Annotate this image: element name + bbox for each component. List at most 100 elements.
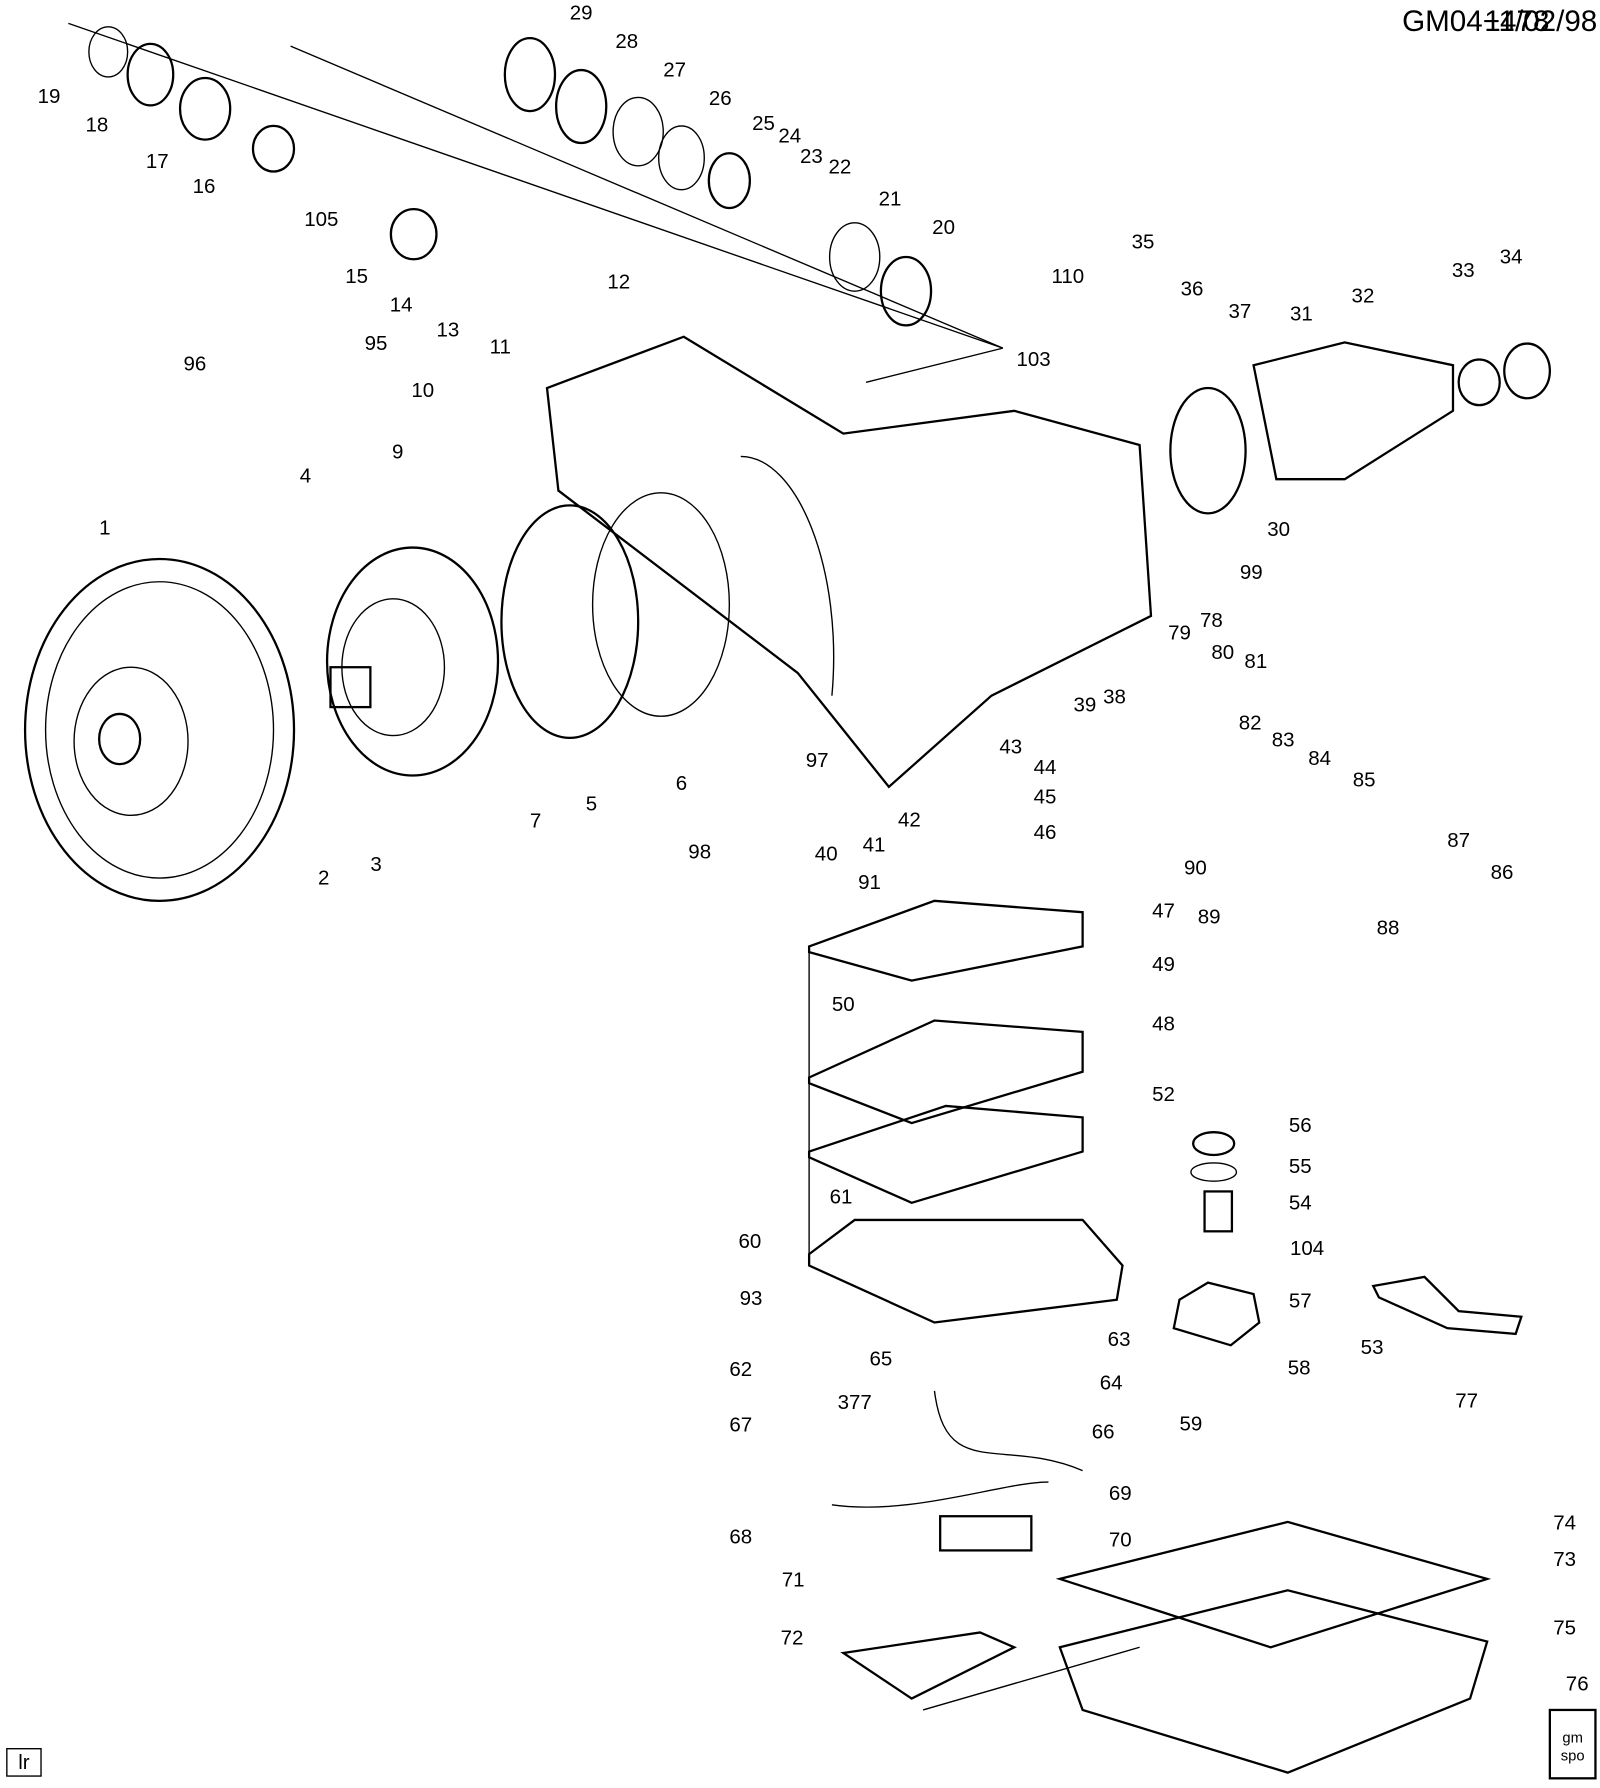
callout-label: 53 [1361,1336,1384,1359]
callout-label: 25 [752,112,775,135]
diagram-code: GM04−478 [1402,5,1549,38]
callout-label: 5 [586,793,597,816]
callout-label: 11 [490,336,511,359]
callout-label: 47 [1152,900,1175,923]
logo-box [1548,1708,1597,1780]
callout-label: 34 [1500,246,1523,269]
logo-bottom: spo [1561,1749,1585,1765]
callout-label: 81 [1244,650,1267,673]
callout-label: 59 [1179,1412,1202,1435]
callout-label: 45 [1034,786,1057,809]
callout-label: 98 [688,840,711,863]
callout-label: 56 [1289,1114,1312,1137]
callout-label: 54 [1289,1191,1312,1214]
callout-label: 104 [1290,1237,1324,1260]
callout-label: 110 [1051,265,1084,288]
callout-label: 29 [570,2,593,25]
callout-label: 17 [146,150,169,173]
callout-label: 60 [738,1230,761,1253]
callout-label: 1 [99,517,110,540]
callout-label: 27 [663,59,686,82]
callout-label: 21 [879,187,902,210]
callout-label: 64 [1100,1371,1123,1394]
callout-label: 73 [1553,1548,1576,1571]
callout-label: 105 [304,208,338,231]
callout-label: 77 [1455,1390,1478,1413]
callout-label: 48 [1152,1012,1175,1035]
callout-label: 10 [411,379,434,402]
callout-label: 46 [1034,821,1057,844]
callout-label: 14 [390,293,413,316]
callout-label: 43 [999,736,1022,759]
callout-label: 58 [1288,1357,1311,1380]
callout-label: 7 [530,810,541,833]
callout-label: 88 [1377,917,1400,940]
callout-label: 76 [1566,1672,1589,1695]
callout-label: 37 [1228,300,1251,323]
callout-label: 80 [1211,641,1234,664]
callout-label: 86 [1491,861,1514,884]
callout-label: 15 [345,265,368,288]
callout-label: 26 [709,87,732,110]
callout-label: 75 [1553,1616,1576,1639]
callout-label: 24 [778,125,801,148]
callout-label: 87 [1447,829,1470,852]
callout-label: 91 [858,871,881,894]
callout-label: 103 [1017,348,1051,371]
callout-label: 18 [85,113,108,136]
diagram-date: 11/02/98 [1484,5,1597,38]
callout-label: 32 [1352,284,1375,307]
callout-label: 72 [781,1627,804,1650]
callout-label: 23 [800,145,823,168]
callout-label: 84 [1308,747,1331,770]
callout-label: 38 [1103,685,1126,708]
callout-label: 28 [615,30,638,53]
callout-label: 55 [1289,1155,1312,1178]
callout-label: 31 [1290,303,1313,326]
callout-label: 67 [729,1414,752,1437]
callout-label: 41 [863,834,886,857]
callout-label: 16 [193,175,216,198]
callout-label: 19 [38,85,61,108]
callout-label: 95 [365,332,388,355]
callout-label: 12 [607,271,630,294]
callout-label: 78 [1200,609,1223,632]
callout-label: 65 [870,1348,893,1371]
callout-label: 93 [740,1287,763,1310]
callout-label: 40 [815,843,838,866]
callout-label: 9 [392,440,403,463]
callout-label: 4 [300,464,311,487]
callout-label: 52 [1152,1083,1175,1106]
callout-label: 66 [1092,1420,1115,1443]
callout-label: 377 [838,1391,872,1414]
footer-code: lr [18,1751,30,1774]
callout-label: 3 [370,853,381,876]
callout-label: 74 [1553,1512,1576,1535]
logo-top: gm [1562,1730,1583,1746]
callout-label: 71 [782,1569,805,1592]
callout-label: 90 [1184,856,1207,879]
callout-label: 50 [832,993,855,1016]
callout-label: 89 [1198,905,1221,928]
callout-label: 39 [1073,693,1096,716]
footer-box [6,1748,42,1777]
callout-label: 70 [1109,1529,1132,1552]
callout-label: 33 [1452,259,1475,282]
callout-label: 82 [1239,712,1262,735]
callout-label: 63 [1108,1328,1131,1351]
drawing [23,22,1551,1774]
callout-label: 96 [183,353,206,376]
callout-label: 83 [1272,729,1295,752]
callout-label: 62 [729,1358,752,1381]
callout-label: 69 [1109,1482,1132,1505]
callout-label: 99 [1240,561,1263,584]
callout-label: 42 [898,808,921,831]
callout-label: 13 [436,318,459,341]
callout-label: 44 [1034,756,1057,779]
callout-label: 57 [1289,1289,1312,1312]
callout-label: 20 [932,216,955,239]
callout-label: 61 [830,1186,853,1209]
callout-label: 2 [318,867,329,890]
callout-label: 49 [1152,953,1175,976]
